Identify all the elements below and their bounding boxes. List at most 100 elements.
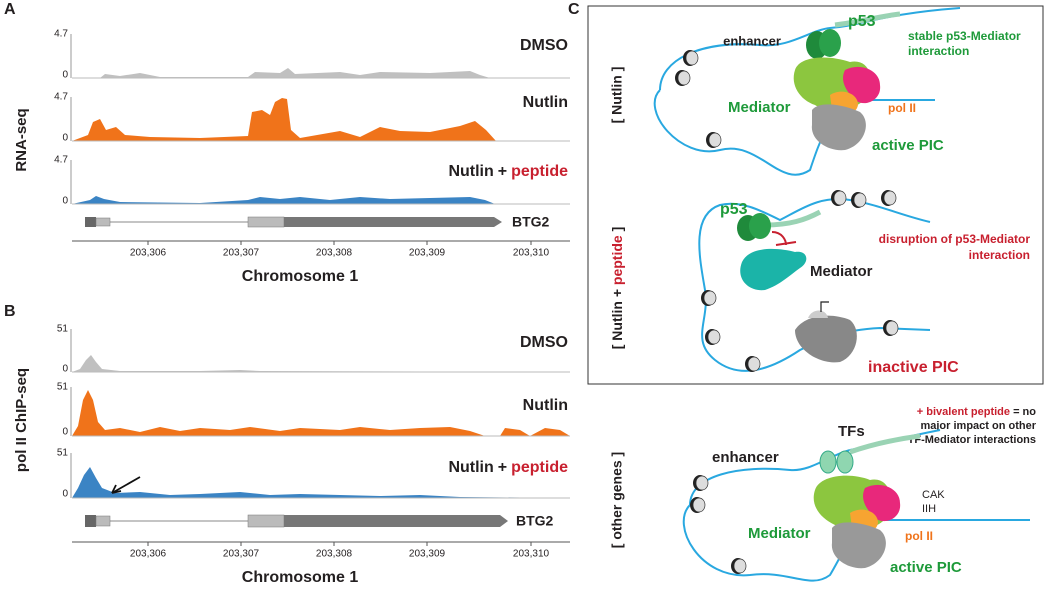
track-signal (72, 196, 570, 204)
y-label: RNA-seq (13, 108, 30, 171)
track-min: 0 (62, 196, 68, 207)
nucleosome (682, 49, 699, 67)
label: inactive PIC (868, 359, 959, 376)
tss-arrow (820, 301, 829, 312)
label: interaction (969, 248, 1030, 262)
label: enhancer (723, 33, 781, 48)
pic (795, 315, 857, 363)
box (587, 5, 1044, 385)
note: + bivalent peptide = no (917, 406, 1036, 418)
plus: + (498, 163, 507, 180)
label: stable p53-Mediator (908, 29, 1021, 43)
condition-part: peptide (609, 235, 625, 289)
label: interaction (908, 44, 969, 58)
x-tick-label: 203,309 (409, 549, 446, 560)
inhibition (771, 231, 797, 246)
condition: [ Nutlin + peptide ] (609, 227, 625, 350)
track-min: 0 (62, 133, 68, 144)
track-signal (72, 467, 570, 498)
condition: [ other genes ] (609, 452, 625, 548)
track-max: 4.7 (54, 29, 68, 40)
label: active PIC (872, 137, 944, 154)
x-label: Chromosome 1 (242, 569, 359, 586)
label: Mediator (810, 263, 873, 280)
label: p53 (848, 13, 876, 30)
pol2 (863, 484, 901, 522)
condition: Nutlin (448, 459, 493, 476)
plus: + (498, 459, 507, 476)
p53 (819, 29, 841, 57)
panel-label: C (568, 1, 580, 18)
gene-name: BTG2 (516, 513, 554, 529)
nucleosome (704, 328, 721, 346)
track-name: DMSO (520, 334, 568, 351)
label: pol II (905, 529, 933, 543)
label: TFs (838, 423, 865, 440)
arrow (111, 476, 141, 494)
panel-c: C [ Nutlin ] enhancer p53 stable p53-Med… (568, 1, 1044, 582)
condition: [ Nutlin ] (609, 67, 625, 124)
x-tick-label: 203,310 (513, 549, 550, 560)
track-name: Nutlin + peptide (448, 163, 568, 180)
note: major impact on other (920, 420, 1036, 432)
x-tick-label: 203,308 (316, 248, 353, 259)
panel-label: A (4, 1, 16, 18)
y-label: pol II ChIP-seq (13, 368, 30, 472)
note: TF-Mediator interactions (908, 434, 1036, 446)
treatment: peptide (511, 163, 568, 180)
p53 (749, 213, 771, 239)
nucleosome (705, 131, 722, 149)
condition-part: + (609, 289, 625, 297)
nucleosome (730, 557, 747, 575)
track-signal (72, 98, 570, 141)
tether (834, 11, 901, 28)
label: pol II (888, 101, 916, 115)
track-max: 51 (57, 324, 69, 335)
track-min: 0 (62, 489, 68, 500)
nucleosome (700, 289, 717, 307)
label: Mediator (748, 525, 811, 542)
label: p53 (720, 201, 748, 218)
track-name: Nutlin (523, 397, 568, 414)
x-tick-label: 203,310 (513, 248, 550, 259)
x-tick-label: 203,309 (409, 248, 446, 259)
nucleosome (830, 189, 847, 207)
panel-b: B pol II ChIP-seq 51 0 DMSO 51 0 Nutlin … (4, 303, 570, 586)
nucleosome (882, 319, 899, 337)
nucleosome (850, 191, 867, 209)
track-signal (72, 390, 570, 436)
nucleosome (744, 355, 761, 373)
track-signal (72, 355, 570, 372)
track-min: 0 (62, 364, 68, 375)
mediator (740, 248, 807, 291)
pic (808, 310, 828, 318)
condition: Nutlin (448, 163, 493, 180)
track-min: 0 (62, 70, 68, 81)
x-tick-label: 203,306 (130, 248, 167, 259)
tf (836, 450, 854, 474)
nucleosome (674, 69, 691, 87)
label: Mediator (728, 99, 791, 116)
gene-model (85, 216, 502, 228)
gene-model (85, 514, 508, 528)
label: enhancer (712, 449, 779, 466)
panel-label: B (4, 303, 16, 320)
tf (819, 450, 837, 474)
track-min: 0 (62, 427, 68, 438)
treatment: peptide (511, 459, 568, 476)
note-lead: + bivalent peptide (917, 406, 1010, 418)
panel-a: A RNA-seq 4.7 0 DMSO 4.7 0 Nutlin 4.7 0 … (4, 1, 570, 285)
track-max: 4.7 (54, 155, 68, 166)
track-max: 4.7 (54, 92, 68, 103)
track-max: 51 (57, 448, 69, 459)
label: IIH (922, 503, 936, 515)
condition-part: [ Nutlin (609, 297, 625, 349)
pic (811, 104, 866, 151)
track-name: Nutlin (523, 94, 568, 111)
track-name: Nutlin + peptide (448, 459, 568, 476)
x-tick-label: 203,306 (130, 549, 167, 560)
gene-name: BTG2 (512, 214, 550, 230)
x-label: Chromosome 1 (242, 268, 359, 285)
pic (831, 522, 886, 569)
